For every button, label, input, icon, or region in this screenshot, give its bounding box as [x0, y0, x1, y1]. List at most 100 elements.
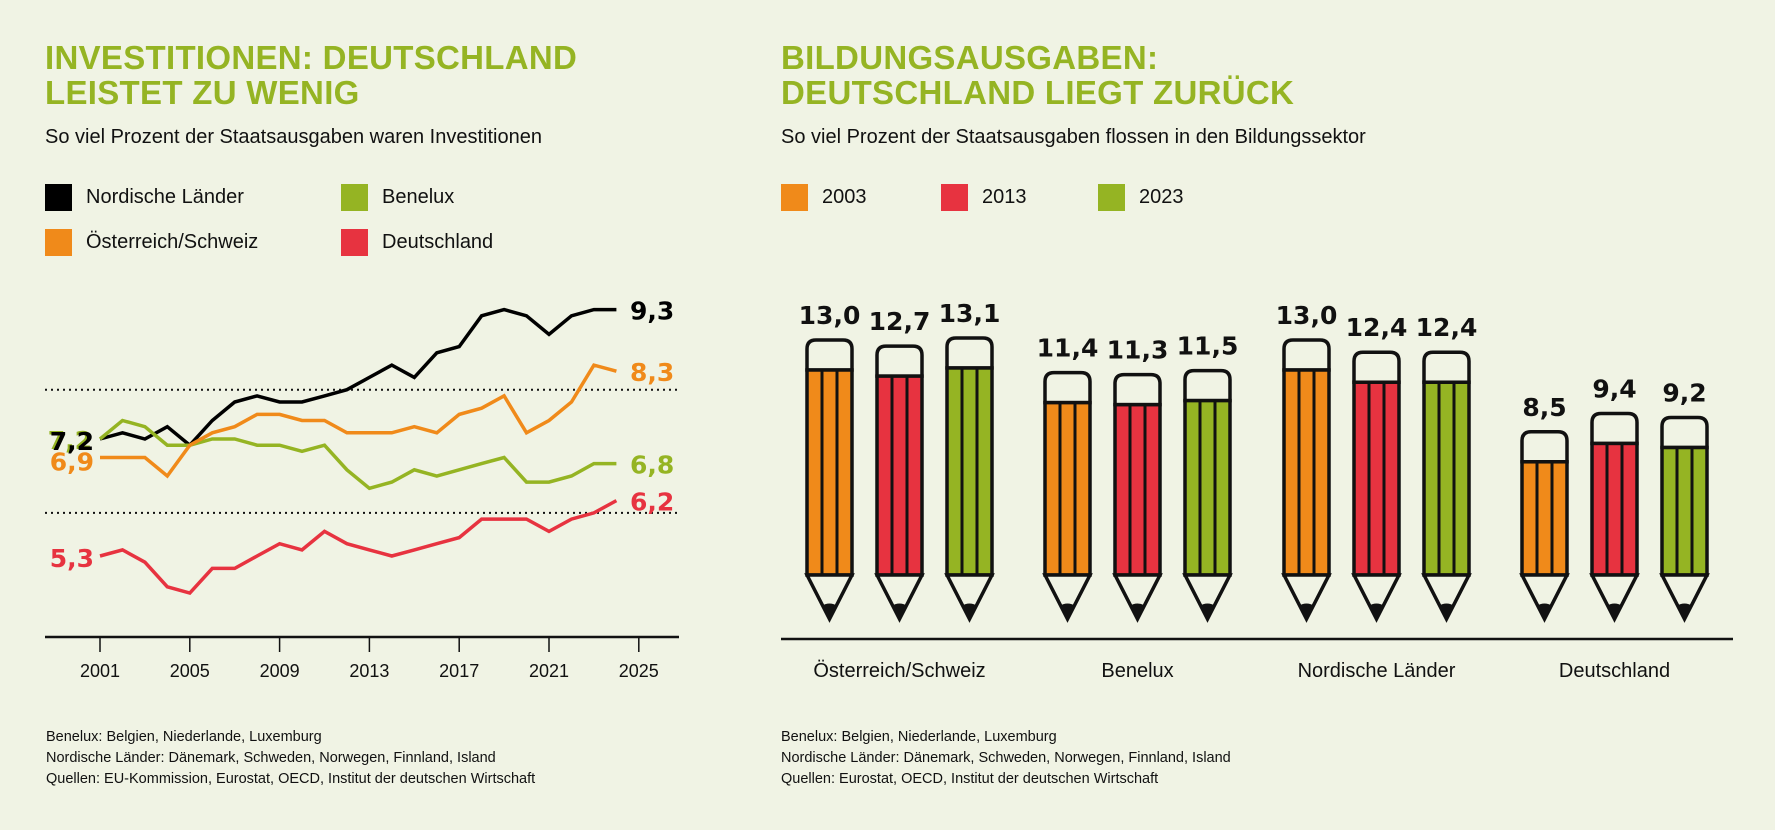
legend-label: Deutschland — [382, 231, 494, 253]
legend-item-2023: 2023 — [1098, 184, 1184, 211]
footnote-line: Quellen: Eurostat, OECD, Institut der de… — [781, 771, 1159, 787]
left-title-line2: LEISTET ZU WENIG — [45, 74, 360, 111]
value-label: 11,5 — [1177, 332, 1239, 361]
value-label: 11,4 — [1037, 334, 1099, 363]
series-line-benelux — [98, 418, 617, 491]
pencil-lead — [1438, 603, 1455, 619]
pencil-eraser — [1113, 372, 1162, 407]
x-tick-label: 2001 — [80, 661, 120, 681]
legend-swatch-2003 — [781, 184, 808, 211]
legend-label: Benelux — [382, 186, 455, 208]
pencil-tip — [1281, 573, 1332, 623]
pencil-tip — [1519, 573, 1570, 623]
value-label: 8,5 — [1522, 393, 1566, 422]
pencil-bar: 9,4 — [1589, 374, 1640, 623]
start-label-benelux: 7,2 — [48, 426, 92, 455]
x-tick-label: 2005 — [170, 661, 210, 681]
legend-swatch-austria-swiss — [45, 229, 72, 256]
footnote-line: Quellen: EU-Kommission, Eurostat, OECD, … — [46, 771, 536, 787]
pencil-lead — [1129, 603, 1146, 619]
pencil-tip — [1351, 573, 1402, 623]
pencil-lead — [1368, 603, 1385, 619]
pencil-lead — [1536, 603, 1553, 619]
left-title-line1: INVESTITIONEN: DEUTSCHLAND — [45, 39, 578, 76]
pencil-body — [1113, 402, 1162, 577]
category-label: Österreich/Schweiz — [813, 660, 985, 682]
end-label-0: 9,3 — [630, 297, 674, 326]
value-label: 13,1 — [939, 299, 1001, 328]
pencil-eraser — [1282, 338, 1331, 372]
pencil-lead — [961, 603, 978, 619]
pencil-body — [945, 366, 994, 577]
pencil-bar: 11,3 — [1107, 336, 1168, 623]
x-tick-label: 2025 — [619, 661, 659, 681]
end-label-3: 6,2 — [630, 488, 674, 517]
pencil-eraser — [1520, 430, 1569, 464]
pencil-lead — [1199, 603, 1216, 619]
pencil-body — [875, 374, 924, 577]
right-title-line1: BILDUNGSAUSGABEN: — [781, 39, 1159, 76]
x-tick-label: 2013 — [349, 661, 389, 681]
legend-swatch-2013 — [941, 184, 968, 211]
right-title-line2: DEUTSCHLAND LIEGT ZURÜCK — [781, 74, 1295, 111]
pencil-eraser — [945, 336, 994, 370]
value-label: 13,0 — [1276, 301, 1338, 330]
category-label: Benelux — [1101, 660, 1173, 682]
pencil-lead — [1298, 603, 1315, 619]
pencil-body — [1183, 398, 1232, 577]
legend-label: Österreich/Schweiz — [86, 231, 259, 253]
legend-swatch-benelux — [341, 184, 368, 211]
legend-item-2003: 2003 — [781, 184, 867, 211]
x-tick-label: 2009 — [260, 661, 300, 681]
start-label-germany: 5,3 — [50, 544, 94, 573]
pencil-bar: 11,5 — [1177, 332, 1239, 623]
pencil-bar: 13,1 — [939, 299, 1001, 623]
pencil-body — [1520, 460, 1569, 577]
pencil-lead — [1676, 603, 1693, 619]
pencil-tip — [1589, 573, 1640, 623]
pencil-bar: 13,0 — [799, 301, 861, 623]
legend-item-austria-swiss: Österreich/Schweiz — [45, 229, 258, 256]
legend-item-2013: 2013 — [941, 184, 1027, 211]
right-chart-title: BILDUNGSAUSGABEN: DEUTSCHLAND LIEGT ZURÜ… — [781, 40, 1294, 110]
value-label: 13,0 — [799, 301, 861, 330]
footnote-line: Nordische Länder: Dänemark, Schweden, No… — [46, 750, 496, 766]
value-label: 9,4 — [1592, 374, 1636, 403]
pencil-body — [805, 368, 854, 577]
pencil-body — [1590, 441, 1639, 577]
pencil-body — [1352, 380, 1401, 577]
category-label: Deutschland — [1559, 660, 1670, 682]
legend-item-benelux: Benelux — [341, 184, 454, 211]
right-footnotes: Benelux: Belgien, Niederlande, Luxemburg… — [781, 727, 1231, 790]
legend-swatch-nordic — [45, 184, 72, 211]
pencil-eraser — [1422, 350, 1471, 384]
legend-label: 2003 — [822, 186, 867, 208]
pencil-bar: 9,2 — [1659, 379, 1710, 623]
pencil-tip — [1112, 573, 1163, 623]
pencil-bar: 11,4 — [1037, 334, 1099, 623]
pencil-body — [1422, 380, 1471, 577]
pencil-eraser — [805, 338, 854, 372]
end-label-1: 6,8 — [630, 451, 674, 480]
pencil-body — [1660, 445, 1709, 577]
pencil-tip — [1421, 573, 1472, 623]
left-chart-subtitle: So viel Prozent der Staatsausgaben waren… — [45, 126, 542, 148]
legend-item-germany: Deutschland — [341, 229, 493, 256]
pencil-lead — [1059, 603, 1076, 619]
pencil-lead — [1606, 603, 1623, 619]
value-label: 12,4 — [1346, 313, 1408, 342]
pencil-tip — [1659, 573, 1710, 623]
pencil-lead — [821, 603, 838, 619]
pencil-eraser — [1183, 368, 1232, 403]
pencil-tip — [1182, 573, 1233, 623]
value-label: 12,7 — [869, 307, 931, 336]
footnote-line: Benelux: Belgien, Niederlande, Luxemburg — [46, 729, 322, 745]
series-line-nordische-länder — [99, 307, 617, 448]
pencil-eraser — [1043, 370, 1092, 405]
pencil-eraser — [1590, 411, 1639, 446]
footnote-line: Benelux: Belgien, Niederlande, Luxemburg — [781, 729, 1057, 745]
pencil-bar: 13,0 — [1276, 301, 1338, 623]
start-label-austria-swiss: 6,9 — [50, 447, 94, 476]
x-tick-label: 2021 — [529, 661, 569, 681]
footnote-line: Nordische Länder: Dänemark, Schweden, No… — [781, 750, 1231, 766]
